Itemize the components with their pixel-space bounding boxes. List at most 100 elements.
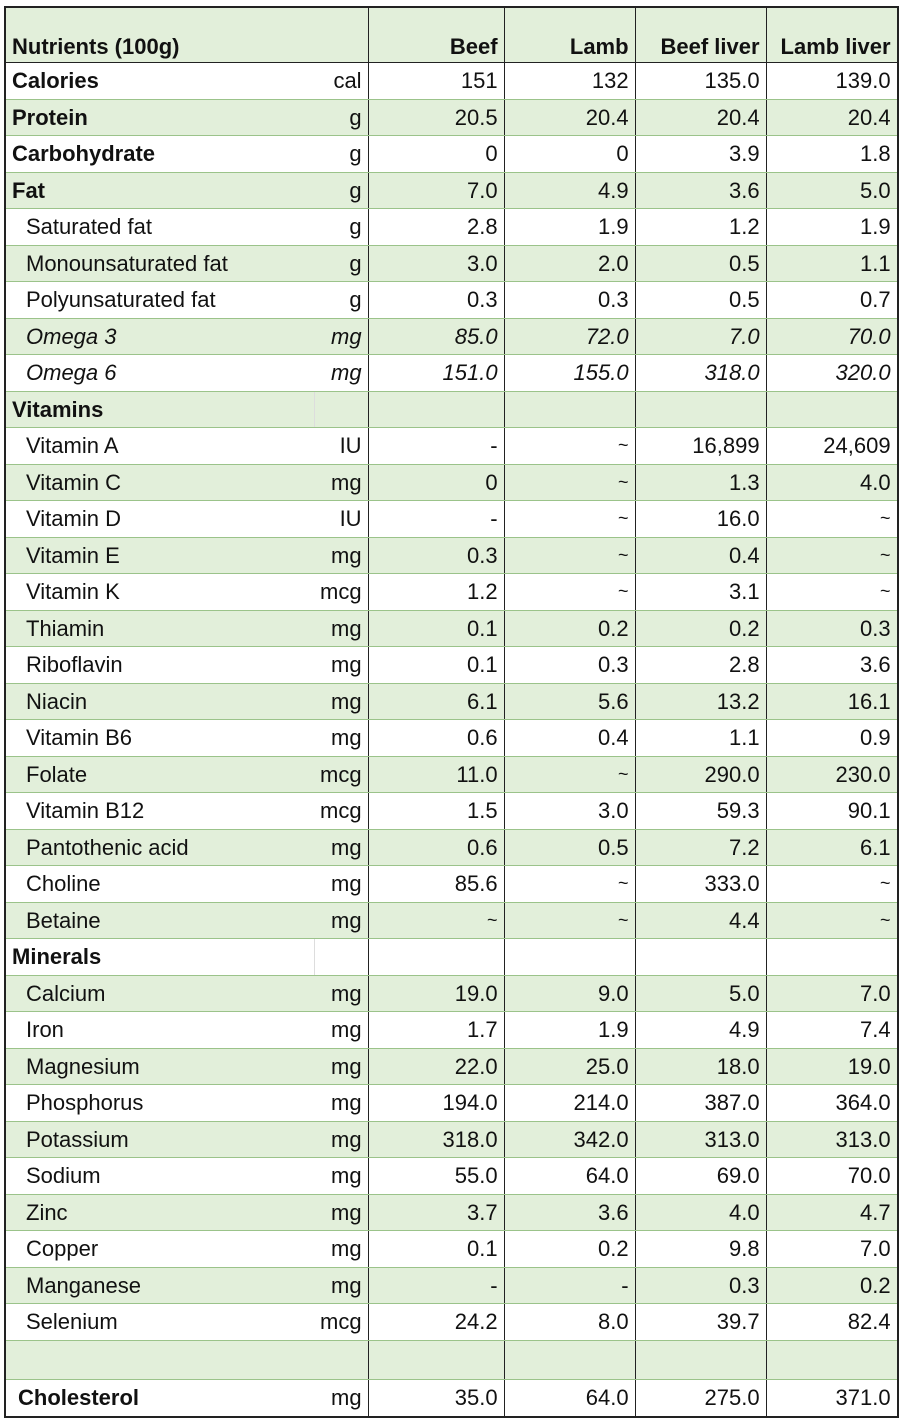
unit-cell[interactable]: g <box>314 135 369 173</box>
lamb-value-cell[interactable]: 64.0 <box>504 1379 636 1417</box>
nutrient-name-cell[interactable] <box>5 1339 314 1380</box>
lamb-value-cell[interactable]: 0 <box>504 135 636 173</box>
lamb-value-cell[interactable]: 0.2 <box>504 1230 636 1268</box>
beef-value-cell[interactable]: 0.3 <box>368 281 505 319</box>
nutrient-name-cell[interactable]: Vitamin D <box>5 500 314 538</box>
lamb-liver-value-cell[interactable]: 19.0 <box>766 1048 898 1085</box>
beef-liver-value-cell[interactable]: 0.5 <box>635 281 767 319</box>
lamb-value-cell[interactable]: 4.9 <box>504 172 636 209</box>
lamb-value-cell[interactable]: 0.2 <box>504 610 636 647</box>
beef-value-cell[interactable]: 1.2 <box>368 573 505 611</box>
lamb-value-cell[interactable]: ~ <box>504 902 636 939</box>
lamb-liver-value-cell[interactable]: 1.9 <box>766 208 898 246</box>
lamb-value-cell[interactable]: 214.0 <box>504 1084 636 1122</box>
nutrient-name-cell[interactable]: Copper <box>5 1230 314 1268</box>
lamb-liver-value-cell[interactable]: 4.7 <box>766 1194 898 1231</box>
lamb-liver-value-cell[interactable]: 320.0 <box>766 354 898 392</box>
lamb-liver-value-cell[interactable]: 70.0 <box>766 1157 898 1195</box>
lamb-value-cell[interactable]: ~ <box>504 865 636 903</box>
header-beef-liver[interactable]: Beef liver <box>635 7 767 63</box>
beef-value-cell[interactable]: 0.6 <box>368 719 505 757</box>
unit-cell[interactable]: g <box>314 99 369 136</box>
lamb-value-cell[interactable]: 64.0 <box>504 1157 636 1195</box>
beef-value-cell[interactable]: 19.0 <box>368 975 505 1012</box>
nutrient-name-cell[interactable]: Vitamin B6 <box>5 719 314 757</box>
unit-cell[interactable]: mg <box>314 1230 369 1268</box>
beef-value-cell[interactable]: 0.3 <box>368 537 505 574</box>
beef-liver-value-cell[interactable]: 3.1 <box>635 573 767 611</box>
beef-value-cell[interactable]: 24.2 <box>368 1303 505 1341</box>
lamb-liver-value-cell[interactable] <box>766 938 898 976</box>
lamb-value-cell[interactable]: ~ <box>504 756 636 793</box>
nutrient-name-cell[interactable]: Pantothenic acid <box>5 829 314 866</box>
beef-value-cell[interactable]: - <box>368 500 505 538</box>
beef-liver-value-cell[interactable]: 2.8 <box>635 646 767 684</box>
beef-value-cell[interactable]: 0 <box>368 135 505 173</box>
beef-value-cell[interactable]: 6.1 <box>368 683 505 720</box>
unit-cell[interactable]: mg <box>314 865 369 903</box>
beef-value-cell[interactable]: 318.0 <box>368 1121 505 1158</box>
unit-cell[interactable]: mg <box>314 1084 369 1122</box>
unit-cell[interactable]: mg <box>314 902 369 939</box>
lamb-liver-value-cell[interactable]: 230.0 <box>766 756 898 793</box>
beef-liver-value-cell[interactable]: 1.3 <box>635 464 767 501</box>
lamb-liver-value-cell[interactable]: 1.8 <box>766 135 898 173</box>
lamb-value-cell[interactable]: 72.0 <box>504 318 636 355</box>
unit-cell[interactable]: mg <box>314 464 369 501</box>
lamb-value-cell[interactable]: 132 <box>504 62 636 100</box>
beef-value-cell[interactable]: 7.0 <box>368 172 505 209</box>
beef-liver-value-cell[interactable]: 69.0 <box>635 1157 767 1195</box>
beef-value-cell[interactable]: 0.1 <box>368 1230 505 1268</box>
unit-cell[interactable]: mcg <box>314 756 369 793</box>
beef-liver-value-cell[interactable]: 3.6 <box>635 172 767 209</box>
beef-value-cell[interactable]: 35.0 <box>368 1379 505 1417</box>
lamb-value-cell[interactable]: 3.0 <box>504 792 636 830</box>
lamb-liver-value-cell[interactable]: 4.0 <box>766 464 898 501</box>
lamb-liver-value-cell[interactable]: ~ <box>766 902 898 939</box>
lamb-liver-value-cell[interactable]: 20.4 <box>766 99 898 136</box>
unit-cell[interactable]: mg <box>314 1379 369 1417</box>
beef-value-cell[interactable]: 20.5 <box>368 99 505 136</box>
beef-liver-value-cell[interactable]: 135.0 <box>635 62 767 100</box>
lamb-liver-value-cell[interactable]: 7.0 <box>766 1230 898 1268</box>
beef-value-cell[interactable]: 2.8 <box>368 208 505 246</box>
lamb-value-cell[interactable]: 1.9 <box>504 208 636 246</box>
unit-cell[interactable]: mg <box>314 1048 369 1085</box>
beef-liver-value-cell[interactable]: 313.0 <box>635 1121 767 1158</box>
unit-cell[interactable]: mg <box>314 537 369 574</box>
beef-liver-value-cell[interactable]: 333.0 <box>635 865 767 903</box>
unit-cell[interactable]: IU <box>314 427 369 465</box>
unit-cell[interactable]: mg <box>314 683 369 720</box>
unit-cell[interactable]: mg <box>314 1194 369 1231</box>
nutrient-name-cell[interactable]: Calories <box>5 62 314 100</box>
beef-value-cell[interactable]: 85.6 <box>368 865 505 903</box>
beef-liver-value-cell[interactable]: 318.0 <box>635 354 767 392</box>
lamb-liver-value-cell[interactable]: 3.6 <box>766 646 898 684</box>
unit-cell[interactable]: mg <box>314 1121 369 1158</box>
unit-cell[interactable]: IU <box>314 500 369 538</box>
header-lamb[interactable]: Lamb <box>504 7 636 63</box>
lamb-liver-value-cell[interactable]: 7.0 <box>766 975 898 1012</box>
beef-value-cell[interactable]: 3.0 <box>368 245 505 282</box>
beef-liver-value-cell[interactable]: 7.0 <box>635 318 767 355</box>
unit-cell[interactable]: mg <box>314 646 369 684</box>
lamb-value-cell[interactable]: ~ <box>504 464 636 501</box>
lamb-liver-value-cell[interactable]: 1.1 <box>766 245 898 282</box>
nutrient-name-cell[interactable]: Manganese <box>5 1267 314 1304</box>
beef-liver-value-cell[interactable]: 387.0 <box>635 1084 767 1122</box>
nutrient-name-cell[interactable]: Saturated fat <box>5 208 314 246</box>
beef-value-cell[interactable] <box>368 1339 505 1380</box>
lamb-liver-value-cell[interactable]: 0.2 <box>766 1267 898 1304</box>
header-beef[interactable]: Beef <box>368 7 505 63</box>
lamb-value-cell[interactable]: 0.3 <box>504 646 636 684</box>
unit-cell[interactable]: mg <box>314 354 369 392</box>
lamb-liver-value-cell[interactable]: 16.1 <box>766 683 898 720</box>
lamb-value-cell[interactable] <box>504 938 636 976</box>
beef-liver-value-cell[interactable]: 3.9 <box>635 135 767 173</box>
unit-cell[interactable]: mg <box>314 1267 369 1304</box>
beef-liver-value-cell[interactable]: 0.4 <box>635 537 767 574</box>
lamb-liver-value-cell[interactable]: 139.0 <box>766 62 898 100</box>
beef-value-cell[interactable]: 0 <box>368 464 505 501</box>
nutrient-name-cell[interactable]: Choline <box>5 865 314 903</box>
nutrient-name-cell[interactable]: Fat <box>5 172 314 209</box>
